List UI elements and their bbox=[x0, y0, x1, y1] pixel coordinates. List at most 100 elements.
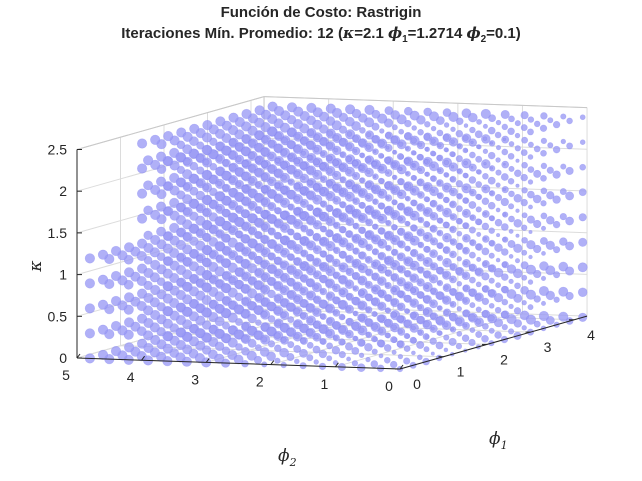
data-point bbox=[463, 185, 468, 191]
data-point bbox=[501, 261, 508, 268]
data-point bbox=[325, 179, 333, 187]
data-point bbox=[371, 223, 378, 230]
data-point bbox=[540, 112, 548, 120]
data-point bbox=[306, 216, 314, 224]
data-point bbox=[481, 247, 490, 256]
data-point bbox=[293, 106, 304, 117]
data-point bbox=[437, 143, 442, 148]
data-point bbox=[423, 346, 430, 353]
x-tick-label: 3 bbox=[544, 339, 552, 355]
data-point bbox=[487, 289, 496, 297]
data-point bbox=[377, 177, 385, 184]
data-point bbox=[456, 193, 462, 199]
data-point bbox=[383, 344, 392, 352]
data-point bbox=[411, 350, 416, 356]
data-point bbox=[489, 166, 494, 170]
data-point bbox=[515, 158, 520, 163]
data-point bbox=[384, 207, 391, 214]
data-point bbox=[431, 164, 436, 168]
data-point bbox=[514, 282, 521, 290]
data-point bbox=[286, 228, 294, 236]
data-point bbox=[318, 274, 327, 283]
data-point bbox=[137, 138, 148, 149]
data-point bbox=[351, 296, 360, 305]
data-point bbox=[416, 179, 423, 185]
x-axis-label: ϕ1 bbox=[489, 429, 508, 452]
data-point bbox=[235, 181, 242, 187]
data-point bbox=[396, 152, 404, 161]
data-point bbox=[97, 299, 109, 310]
data-point bbox=[182, 157, 191, 166]
data-point bbox=[279, 160, 288, 169]
data-point bbox=[404, 119, 412, 128]
data-point bbox=[333, 260, 338, 265]
data-point bbox=[358, 276, 365, 284]
data-point bbox=[449, 151, 456, 158]
data-point bbox=[358, 201, 365, 209]
data-point bbox=[364, 206, 372, 213]
data-point bbox=[288, 179, 293, 185]
data-point bbox=[533, 120, 541, 128]
data-point bbox=[462, 247, 468, 254]
data-point bbox=[281, 224, 288, 231]
data-point bbox=[502, 237, 507, 242]
data-point bbox=[403, 270, 411, 277]
data-point bbox=[209, 275, 217, 283]
data-point bbox=[365, 307, 371, 312]
data-point bbox=[228, 150, 237, 160]
data-point bbox=[502, 212, 507, 217]
data-point bbox=[273, 306, 282, 315]
data-point bbox=[378, 353, 384, 359]
data-point bbox=[196, 166, 205, 175]
data-point bbox=[430, 301, 435, 306]
data-point bbox=[546, 166, 554, 174]
data-point bbox=[143, 317, 154, 329]
data-point bbox=[110, 320, 122, 332]
data-point bbox=[397, 279, 403, 285]
data-point bbox=[293, 144, 302, 153]
data-point bbox=[565, 166, 574, 175]
data-point bbox=[196, 229, 204, 237]
data-point bbox=[528, 204, 533, 210]
data-point bbox=[299, 323, 308, 333]
data-point bbox=[437, 256, 441, 260]
data-point bbox=[525, 314, 537, 325]
data-point bbox=[372, 199, 377, 204]
data-point bbox=[448, 337, 457, 346]
x-tick-label: 0 bbox=[413, 376, 421, 392]
data-point bbox=[346, 268, 352, 275]
data-point bbox=[442, 221, 450, 229]
data-point bbox=[404, 208, 409, 213]
data-point bbox=[345, 306, 352, 312]
data-point bbox=[525, 289, 537, 300]
data-point bbox=[396, 290, 404, 298]
data-point bbox=[515, 208, 520, 213]
data-point bbox=[110, 346, 122, 357]
data-point bbox=[261, 273, 269, 281]
data-point bbox=[313, 258, 320, 265]
data-point bbox=[513, 193, 523, 203]
data-point bbox=[424, 209, 428, 214]
data-point bbox=[221, 346, 231, 355]
data-point bbox=[462, 273, 468, 278]
data-point bbox=[488, 114, 497, 123]
data-point bbox=[538, 310, 550, 322]
data-point bbox=[500, 310, 509, 319]
data-point bbox=[214, 341, 225, 352]
data-point bbox=[391, 324, 397, 331]
data-point bbox=[520, 198, 528, 207]
data-point bbox=[392, 188, 396, 191]
data-point bbox=[320, 289, 325, 294]
data-point bbox=[508, 215, 515, 223]
data-point bbox=[488, 277, 495, 284]
data-point bbox=[528, 229, 533, 235]
data-point bbox=[495, 207, 501, 213]
data-point bbox=[261, 223, 269, 231]
data-point bbox=[435, 266, 444, 275]
data-point bbox=[364, 156, 372, 163]
data-point bbox=[124, 292, 135, 303]
data-point bbox=[456, 169, 461, 174]
data-point bbox=[559, 237, 568, 246]
data-point bbox=[482, 148, 489, 154]
data-point bbox=[540, 200, 547, 207]
